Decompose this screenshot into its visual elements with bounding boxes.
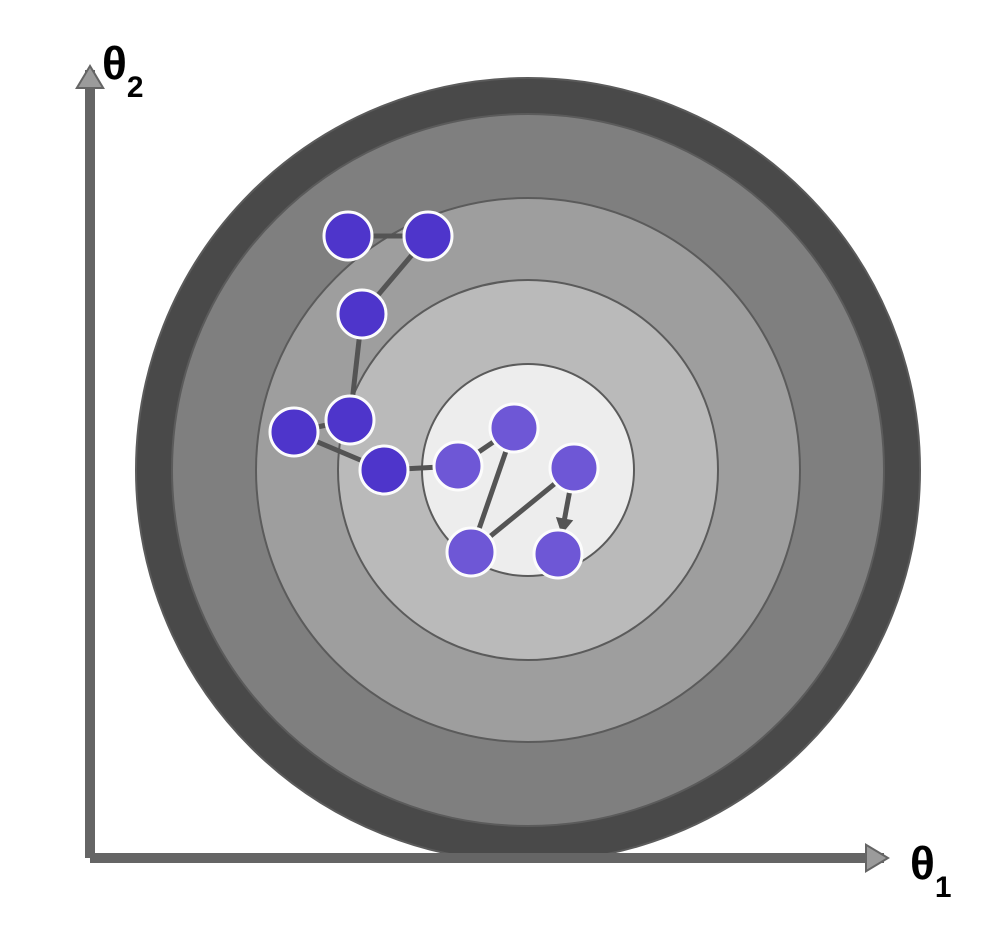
x-label-base: θ: [910, 837, 935, 889]
sample-point-4: [270, 408, 318, 456]
sample-point-10: [534, 530, 582, 578]
sample-point-6: [434, 442, 482, 490]
sample-point-9: [550, 444, 598, 492]
sample-point-7: [490, 404, 538, 452]
x-axis-label: θ1: [910, 836, 952, 897]
diagram-container: θ2 θ1: [0, 0, 998, 926]
sample-point-5: [360, 446, 408, 494]
sample-point-2: [338, 290, 386, 338]
y-label-sub: 2: [127, 71, 144, 104]
x-axis-arrowhead: [866, 845, 888, 871]
diagram-svg: [0, 0, 998, 926]
y-label-base: θ: [102, 37, 127, 89]
y-axis-arrowhead: [77, 66, 103, 88]
y-axis-label: θ2: [102, 36, 144, 97]
x-label-sub: 1: [935, 871, 952, 904]
sample-point-3: [326, 396, 374, 444]
sample-point-1: [404, 212, 452, 260]
sample-point-0: [324, 212, 372, 260]
sample-point-8: [447, 528, 495, 576]
